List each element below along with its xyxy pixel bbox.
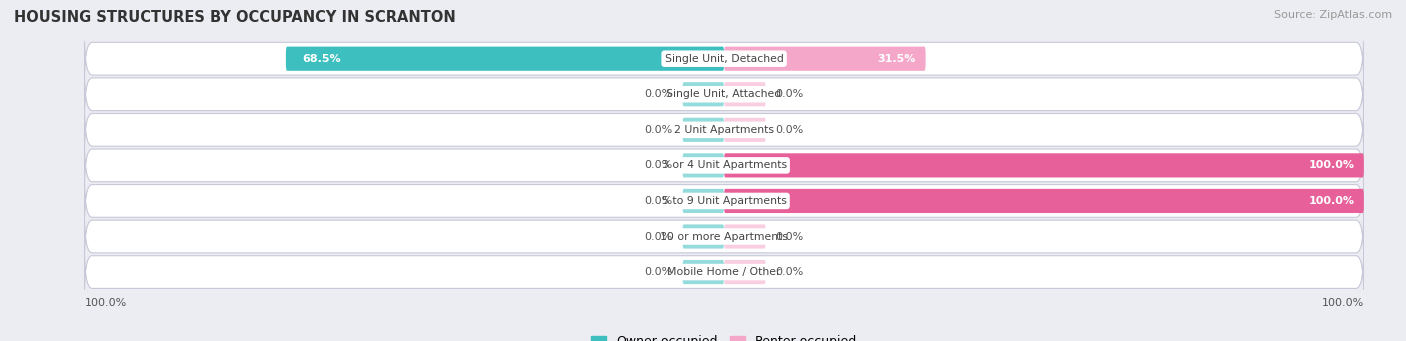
FancyBboxPatch shape [682, 118, 724, 142]
Text: Single Unit, Attached: Single Unit, Attached [666, 89, 782, 99]
Text: 3 or 4 Unit Apartments: 3 or 4 Unit Apartments [662, 160, 786, 170]
FancyBboxPatch shape [682, 224, 724, 249]
Text: 0.0%: 0.0% [645, 125, 673, 135]
FancyBboxPatch shape [724, 47, 925, 71]
FancyBboxPatch shape [724, 118, 766, 142]
Text: 10 or more Apartments: 10 or more Apartments [659, 232, 789, 241]
Text: 0.0%: 0.0% [645, 160, 673, 170]
Text: 100.0%: 100.0% [84, 298, 127, 308]
Text: 0.0%: 0.0% [645, 89, 673, 99]
FancyBboxPatch shape [84, 104, 1364, 156]
FancyBboxPatch shape [682, 260, 724, 284]
Text: 0.0%: 0.0% [775, 267, 803, 277]
Text: 68.5%: 68.5% [302, 54, 340, 64]
FancyBboxPatch shape [682, 82, 724, 106]
Text: HOUSING STRUCTURES BY OCCUPANCY IN SCRANTON: HOUSING STRUCTURES BY OCCUPANCY IN SCRAN… [14, 10, 456, 25]
FancyBboxPatch shape [84, 246, 1364, 298]
Text: 100.0%: 100.0% [1322, 298, 1364, 308]
FancyBboxPatch shape [84, 210, 1364, 263]
Text: 0.0%: 0.0% [645, 196, 673, 206]
FancyBboxPatch shape [84, 68, 1364, 121]
FancyBboxPatch shape [84, 32, 1364, 85]
Text: Single Unit, Detached: Single Unit, Detached [665, 54, 783, 64]
FancyBboxPatch shape [682, 153, 724, 177]
FancyBboxPatch shape [724, 153, 1364, 177]
Text: 31.5%: 31.5% [877, 54, 917, 64]
Text: 0.0%: 0.0% [775, 125, 803, 135]
Text: 0.0%: 0.0% [645, 267, 673, 277]
Text: 0.0%: 0.0% [775, 89, 803, 99]
Text: 2 Unit Apartments: 2 Unit Apartments [673, 125, 775, 135]
FancyBboxPatch shape [682, 189, 724, 213]
Text: Source: ZipAtlas.com: Source: ZipAtlas.com [1274, 10, 1392, 20]
Text: 100.0%: 100.0% [1308, 196, 1354, 206]
Text: 5 to 9 Unit Apartments: 5 to 9 Unit Apartments [662, 196, 786, 206]
FancyBboxPatch shape [84, 175, 1364, 227]
Text: 0.0%: 0.0% [645, 232, 673, 241]
FancyBboxPatch shape [724, 260, 766, 284]
FancyBboxPatch shape [724, 189, 1364, 213]
Legend: Owner-occupied, Renter-occupied: Owner-occupied, Renter-occupied [586, 330, 862, 341]
Text: 100.0%: 100.0% [1308, 160, 1354, 170]
FancyBboxPatch shape [724, 82, 766, 106]
Text: Mobile Home / Other: Mobile Home / Other [668, 267, 780, 277]
FancyBboxPatch shape [84, 139, 1364, 192]
Text: 0.0%: 0.0% [775, 232, 803, 241]
FancyBboxPatch shape [285, 47, 724, 71]
FancyBboxPatch shape [724, 224, 766, 249]
